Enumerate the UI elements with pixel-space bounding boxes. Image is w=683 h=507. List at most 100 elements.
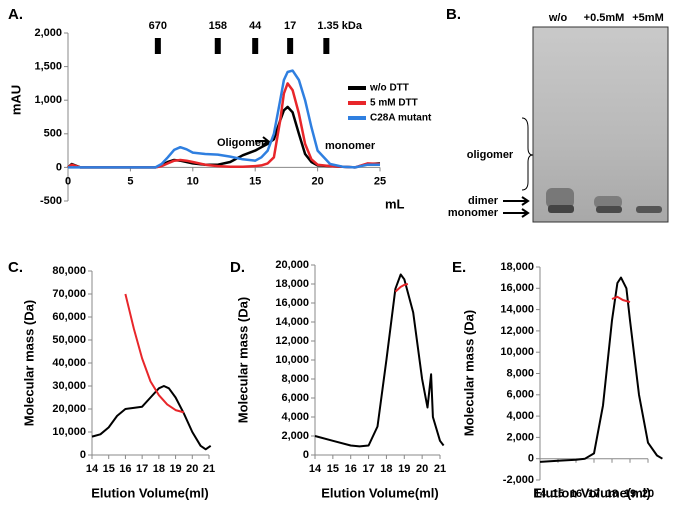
x-tick-label: 20 bbox=[186, 463, 198, 475]
gel-band bbox=[636, 206, 662, 213]
x-tick-label: 21 bbox=[434, 463, 446, 475]
y-tick-label: -2,000 bbox=[503, 474, 534, 486]
y-axis-label: mAU bbox=[8, 85, 23, 115]
x-tick-label: 17 bbox=[588, 488, 600, 500]
y-axis-label: Molecular mass (Da) bbox=[21, 300, 36, 426]
x-tick-label: 14 bbox=[534, 488, 547, 500]
x-axis-label: Elution Volume(ml) bbox=[91, 485, 208, 500]
y-tick-label: 0 bbox=[528, 453, 534, 465]
y-tick-label: 18,000 bbox=[500, 261, 534, 273]
size-marker-label: 158 bbox=[209, 20, 227, 32]
x-tick-label: 15 bbox=[103, 463, 115, 475]
x-tick-label: 20 bbox=[642, 488, 654, 500]
y-tick-label: 12,000 bbox=[275, 335, 309, 347]
y-tick-label: 1,000 bbox=[34, 94, 62, 106]
x-tick-label: 20 bbox=[416, 463, 428, 475]
panel-label: C. bbox=[8, 259, 23, 276]
lane-label: w/o bbox=[548, 12, 568, 24]
panel-label: D. bbox=[230, 259, 245, 276]
x-tick-label: 21 bbox=[203, 463, 215, 475]
x-tick-label: 16 bbox=[345, 463, 357, 475]
y-tick-label: 2,000 bbox=[34, 27, 62, 39]
y-tick-label: 12,000 bbox=[500, 325, 534, 337]
x-axis-label: Elution Volume(ml) bbox=[533, 485, 650, 500]
y-tick-label: 0 bbox=[80, 449, 86, 461]
y-tick-label: 14,000 bbox=[275, 316, 309, 328]
y-tick-label: 0 bbox=[56, 161, 62, 173]
y-tick-label: 16,000 bbox=[500, 282, 534, 294]
size-marker bbox=[287, 38, 294, 54]
panel-label: A. bbox=[8, 6, 23, 23]
x-tick-label: 17 bbox=[136, 463, 148, 475]
series-line bbox=[91, 385, 212, 451]
y-tick-label: 0 bbox=[303, 449, 309, 461]
band-label: dimer bbox=[468, 195, 499, 207]
y-tick-label: 40,000 bbox=[52, 357, 86, 369]
x-tick-label: 20 bbox=[311, 175, 323, 187]
x-tick-label: 18 bbox=[606, 488, 618, 500]
x-tick-label: 25 bbox=[374, 175, 386, 187]
y-tick-label: -500 bbox=[40, 195, 62, 207]
x-tick-label: 16 bbox=[570, 488, 582, 500]
legend-label: C28A mutant bbox=[370, 113, 432, 124]
y-tick-label: 80,000 bbox=[52, 265, 86, 277]
series-line bbox=[394, 283, 409, 293]
series-line bbox=[314, 273, 445, 448]
x-tick-label: 0 bbox=[65, 175, 71, 187]
y-tick-label: 2,000 bbox=[506, 431, 534, 443]
x-tick-label: 5 bbox=[127, 175, 133, 187]
gel-band bbox=[594, 196, 622, 208]
x-tick-label: 10 bbox=[187, 175, 199, 187]
y-tick-label: 6,000 bbox=[281, 392, 309, 404]
x-tick-label: 14 bbox=[86, 463, 99, 475]
lane-label: +0.5mM bbox=[584, 12, 625, 24]
size-marker-label: 1.35 kDa bbox=[317, 20, 363, 32]
y-tick-label: 20,000 bbox=[275, 259, 309, 271]
series-line bbox=[68, 69, 380, 169]
gel-band bbox=[546, 188, 574, 208]
annotation-arrow bbox=[255, 136, 270, 146]
y-tick-label: 10,000 bbox=[275, 354, 309, 366]
legend-label: w/o DTT bbox=[369, 83, 409, 94]
series-line bbox=[67, 82, 381, 169]
x-tick-label: 19 bbox=[398, 463, 410, 475]
x-tick-label: 15 bbox=[552, 488, 564, 500]
gel-panel: B. w/o +0.5mM +5mM oligomer dimer monome… bbox=[446, 6, 669, 223]
size-marker bbox=[214, 38, 221, 54]
x-tick-label: 15 bbox=[327, 463, 339, 475]
y-tick-label: 6,000 bbox=[506, 389, 534, 401]
x-tick-label: 16 bbox=[119, 463, 131, 475]
size-marker bbox=[252, 38, 259, 54]
legend-label: 5 mM DTT bbox=[370, 98, 418, 109]
arrow bbox=[503, 208, 530, 218]
y-tick-label: 18,000 bbox=[275, 278, 309, 290]
panel-label: B. bbox=[446, 6, 461, 23]
size-marker bbox=[323, 38, 330, 54]
x-tick-label: 19 bbox=[169, 463, 181, 475]
lane-label: +5mM bbox=[632, 12, 664, 24]
series-line bbox=[124, 293, 185, 414]
y-tick-label: 2,000 bbox=[281, 430, 309, 442]
x-axis-label: Elution Volume(ml) bbox=[321, 485, 438, 500]
y-axis-label: Molecular mass (Da) bbox=[461, 310, 476, 436]
y-tick-label: 30,000 bbox=[52, 380, 86, 392]
y-tick-label: 4,000 bbox=[506, 410, 534, 422]
y-tick-label: 60,000 bbox=[52, 311, 86, 323]
x-tick-label: 14 bbox=[309, 463, 322, 475]
y-tick-label: 1,500 bbox=[34, 61, 62, 73]
y-tick-label: 8,000 bbox=[281, 373, 309, 385]
size-marker bbox=[154, 38, 161, 54]
x-tick-label: 19 bbox=[624, 488, 636, 500]
annotation: monomer bbox=[325, 140, 376, 152]
x-tick-label: 18 bbox=[380, 463, 392, 475]
y-tick-label: 16,000 bbox=[275, 297, 309, 309]
series-line bbox=[539, 276, 663, 463]
series-line bbox=[611, 295, 631, 304]
x-tick-label: 17 bbox=[362, 463, 374, 475]
y-tick-label: 14,000 bbox=[500, 304, 534, 316]
size-marker-label: 670 bbox=[149, 20, 167, 32]
y-tick-label: 4,000 bbox=[281, 411, 309, 423]
gel-band bbox=[596, 206, 622, 213]
y-axis-label: Molecular mass (Da) bbox=[235, 297, 250, 423]
band-label: monomer bbox=[448, 207, 499, 219]
